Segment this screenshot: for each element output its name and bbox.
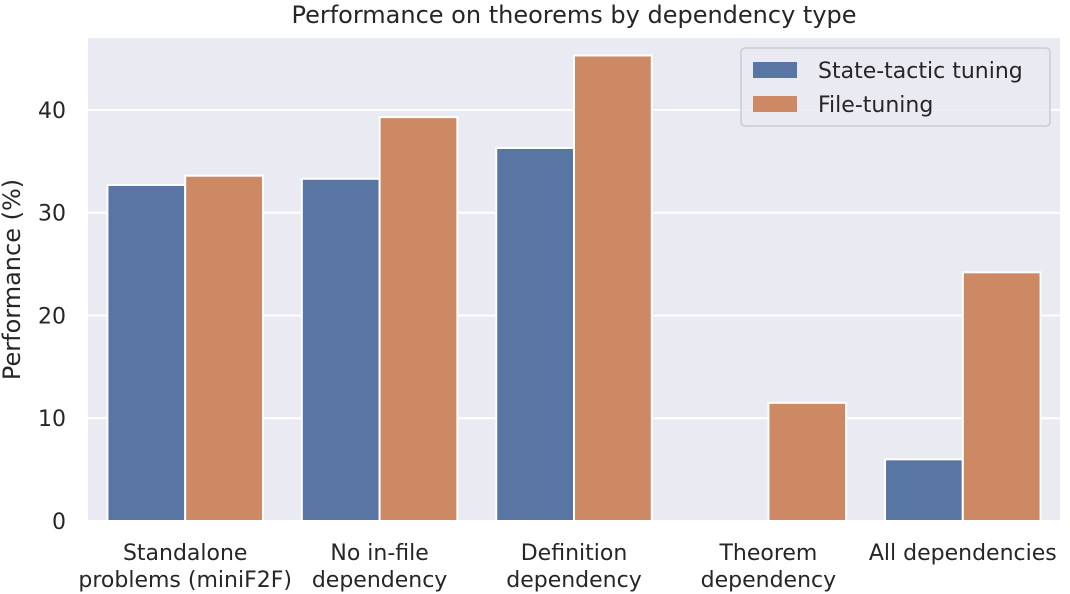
legend-label: State-tactic tuning [818, 59, 1023, 84]
x-tick-label: Standalone [123, 541, 248, 566]
bar-state-tactic-tuning [300, 177, 381, 522]
bar-file-tuning [573, 54, 653, 522]
y-axis-ticks: 0 10 20 30 40 [38, 99, 66, 535]
y-tick-label: 30 [38, 202, 66, 227]
x-tick-label: All dependencies [869, 541, 1057, 566]
x-tick-label: dependency [312, 568, 448, 593]
y-tick-label: 40 [38, 99, 66, 124]
bar-file-tuning [184, 174, 264, 522]
x-tick-label: No in-file [330, 541, 428, 566]
x-tick-label: Theorem [718, 541, 817, 566]
bar-file-tuning [961, 271, 1042, 523]
bar-state-tactic-tuning [106, 183, 187, 522]
x-tick-label: Definition [521, 541, 628, 566]
bar-state-tactic-tuning [884, 458, 964, 522]
y-axis-label: Performance (%) [0, 179, 26, 380]
legend: State-tactic tuning File-tuning [740, 47, 1051, 127]
y-tick-label: 20 [38, 304, 66, 329]
x-tick-label: dependency [506, 568, 642, 593]
y-tick-label: 0 [52, 510, 66, 535]
legend-label: File-tuning [818, 93, 933, 118]
x-tick-label: problems (miniF2F) [78, 568, 292, 593]
x-tick-label: dependency [701, 568, 837, 593]
bar-state-tactic-tuning [495, 146, 575, 523]
bar-file-tuning [767, 401, 848, 523]
legend-swatch [753, 62, 797, 78]
legend-swatch [753, 96, 797, 112]
bars [106, 54, 1042, 523]
legend-box [740, 47, 1051, 127]
bar-file-tuning [378, 116, 459, 522]
y-tick-label: 10 [38, 407, 66, 432]
chart-title: Performance on theorems by dependency ty… [291, 1, 856, 29]
